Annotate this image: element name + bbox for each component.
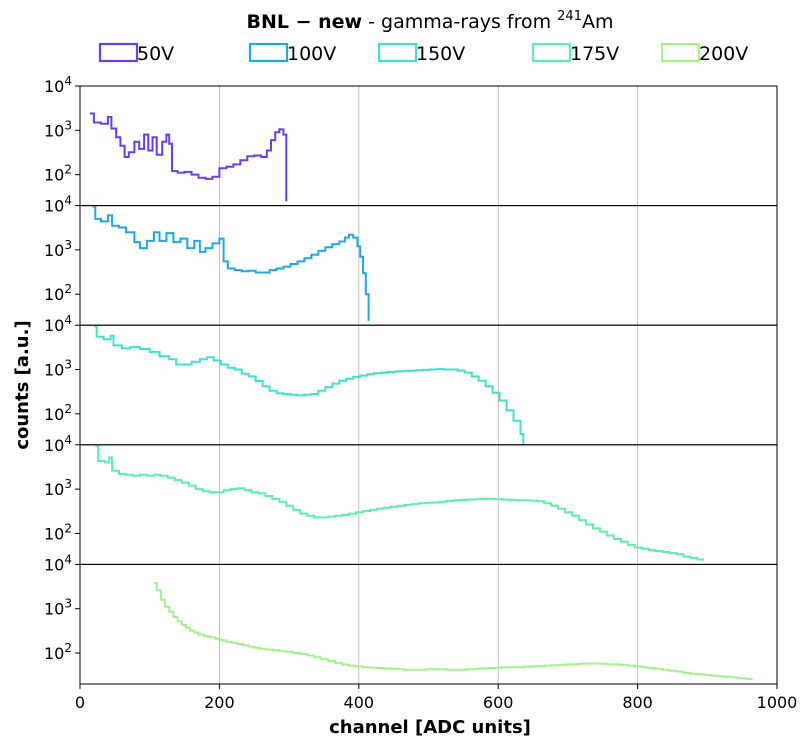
- panel-frame: [79, 205, 778, 326]
- y-tick-label: 104: [44, 433, 72, 455]
- legend-item-200V: 200V: [660, 42, 748, 65]
- y-tick-label: 102: [44, 282, 72, 304]
- legend-swatch: [660, 42, 701, 63]
- panel-frame: [79, 324, 778, 446]
- legend-item-175V: 175V: [531, 42, 619, 65]
- y-tick-label: 103: [44, 597, 72, 619]
- series-line-200V: [153, 582, 753, 680]
- legend-item-100V: 100V: [248, 42, 336, 65]
- chart-title-rest: - gamma-rays from: [362, 11, 557, 33]
- chart-title-bold: BNL − new: [247, 11, 363, 33]
- legend-label: 150V: [416, 43, 465, 65]
- series-line-175V: [95, 444, 705, 561]
- legend-swatch: [98, 42, 139, 63]
- y-tick-label: 102: [44, 521, 72, 543]
- x-tick-label: 800: [622, 693, 653, 712]
- y-tick-label: 102: [44, 402, 72, 424]
- y-tick-label: 104: [44, 194, 72, 216]
- legend-label: 100V: [287, 43, 336, 65]
- panel-100V: 102 103 104: [44, 194, 778, 326]
- panel-50V: 102 103 104: [44, 74, 778, 207]
- legend-swatch: [248, 42, 289, 63]
- y-tick-label: 104: [44, 313, 72, 335]
- x-tick-label: 0: [75, 693, 85, 712]
- legend-swatch: [377, 42, 418, 63]
- chart-title: BNL − new - gamma-rays from 241Am: [247, 9, 614, 33]
- chart-title-isotope-symbol: Am: [582, 11, 614, 33]
- chart-title-isotope-mass: 241: [557, 9, 582, 24]
- legend-item-50V: 50V: [98, 42, 174, 65]
- series-line-100V: [92, 205, 370, 321]
- y-tick-label: 103: [44, 118, 72, 140]
- x-axis: 0 200 400 600 800 1000: [75, 684, 797, 712]
- y-tick-label: 103: [44, 477, 72, 499]
- y-tick-label: 104: [44, 552, 72, 574]
- panel-150V: 102 103 104: [44, 313, 778, 446]
- panel-frame: [79, 563, 778, 685]
- legend-item-150V: 150V: [377, 42, 465, 65]
- y-tick-label: 104: [44, 74, 72, 96]
- x-axis-title: channel [ADC units]: [329, 717, 531, 738]
- x-tick-label: 400: [344, 693, 375, 712]
- panels: 1021031041021031041021031041021031041021…: [44, 74, 797, 712]
- legend-label: 50V: [137, 43, 174, 65]
- y-tick-label: 103: [44, 358, 72, 380]
- y-tick-label: 102: [44, 641, 72, 663]
- series-line-50V: [89, 112, 288, 202]
- x-tick-label: 1000: [757, 693, 798, 712]
- panel-200V: 102 103 104: [44, 552, 778, 685]
- y-tick-label: 103: [44, 238, 72, 260]
- legend-label: 200V: [699, 43, 748, 65]
- panel-frame: [79, 85, 778, 207]
- legend: 50V 100V 150V 175V 200V: [98, 42, 748, 65]
- legend-label: 175V: [570, 43, 619, 65]
- series-line-150V: [93, 325, 525, 445]
- y-tick-label: 102: [44, 163, 72, 185]
- y-axis-title: counts [a.u.]: [12, 320, 33, 449]
- panel-frame: [79, 444, 778, 565]
- x-tick-label: 600: [483, 693, 514, 712]
- legend-swatch: [531, 42, 572, 63]
- panel-175V: 102 103 104: [44, 433, 778, 565]
- x-tick-label: 200: [204, 693, 235, 712]
